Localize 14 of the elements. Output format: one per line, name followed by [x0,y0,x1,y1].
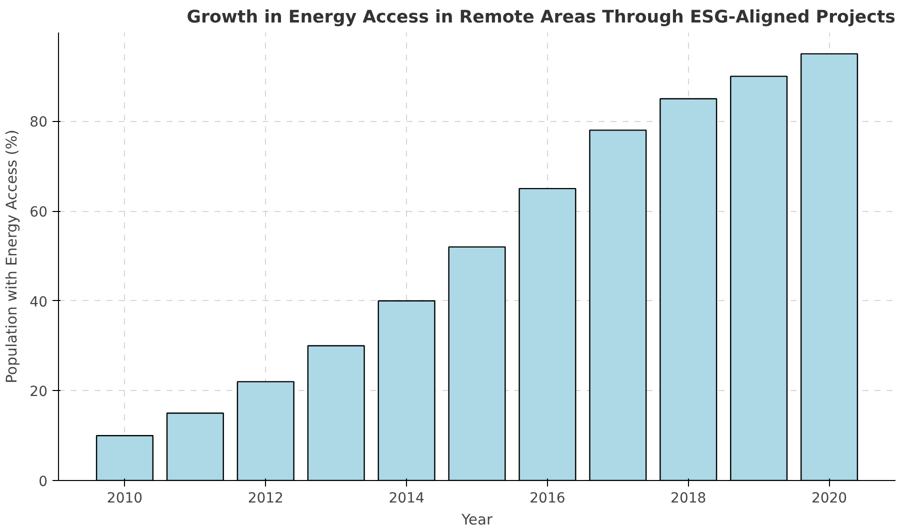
y-tick-label: 80 [30,114,48,131]
chart-title: Growth in Energy Access in Remote Areas Through ESG-Aligned Projects [186,8,896,28]
x-tick-label: 2018 [670,490,706,506]
y-tick-label: 60 [30,204,48,221]
x-tick-label: 2012 [248,490,284,506]
x-tick-label: 2014 [388,490,424,506]
y-tick-label: 20 [30,384,48,400]
y-axis-title: Population with Energy Access (%) [4,130,21,384]
x-axis-title: Year [460,512,494,528]
x-tick-label: 2010 [106,490,143,506]
y-tick-label: 40 [30,294,48,310]
y-tick-label: 0 [38,474,48,490]
x-tick-label: 2020 [811,490,848,506]
x-tick-label: 2016 [530,490,566,506]
